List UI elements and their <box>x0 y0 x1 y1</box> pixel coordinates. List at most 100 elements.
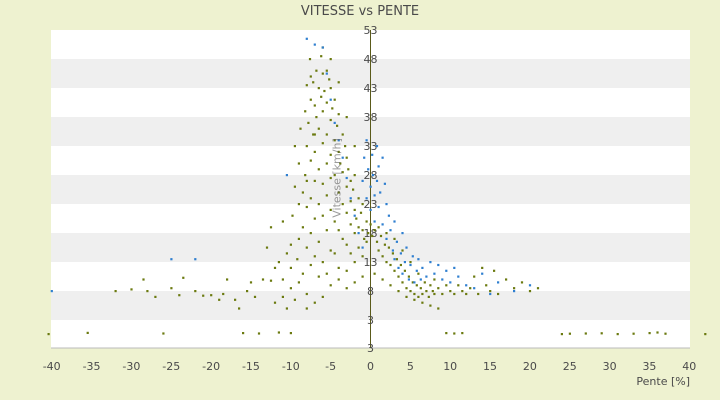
data-point-green <box>289 266 292 269</box>
data-point-green <box>304 110 307 113</box>
data-point-green <box>313 301 316 304</box>
data-point-green <box>349 179 352 182</box>
data-point-green <box>379 234 383 238</box>
data-point-blue <box>437 263 440 267</box>
data-point-blue <box>194 258 197 261</box>
data-point-green <box>423 281 426 284</box>
data-point-blue <box>371 174 375 177</box>
data-point-green <box>281 295 284 298</box>
data-point-blue <box>419 278 422 281</box>
data-point-blue <box>361 179 364 182</box>
data-point-blue <box>453 266 456 269</box>
data-point-green <box>307 121 310 124</box>
data-point-green <box>429 284 432 287</box>
data-point-blue <box>325 72 328 75</box>
data-point-green <box>337 278 340 281</box>
data-point-green <box>353 145 356 148</box>
data-point-green <box>331 107 334 110</box>
data-point-green <box>281 278 284 281</box>
data-point-green <box>341 203 344 206</box>
data-point-green <box>409 290 412 293</box>
data-point-green <box>453 332 456 335</box>
data-point-green <box>242 332 245 335</box>
data-point-green <box>317 203 320 206</box>
data-point-green <box>297 203 300 206</box>
data-point-green <box>265 246 269 249</box>
data-point-green <box>305 292 308 296</box>
data-point-green <box>413 292 416 296</box>
y-tick-label: 28 <box>364 169 378 182</box>
data-point-blue <box>285 174 288 177</box>
data-point-blue <box>433 272 436 275</box>
data-point-green <box>391 252 394 255</box>
data-point-green <box>453 292 456 296</box>
data-point-green <box>355 217 358 220</box>
data-point-green <box>473 275 476 278</box>
data-point-green <box>323 89 326 93</box>
data-point-green <box>328 78 331 81</box>
data-point-green <box>285 307 288 310</box>
data-point-green <box>142 278 145 281</box>
y-tick-labels: 53 48 43 38 33 28 23 18 13 8 3 <box>364 24 378 327</box>
data-point-green <box>234 298 237 301</box>
data-point-green <box>293 145 296 148</box>
data-point-green <box>353 232 356 235</box>
data-point-blue <box>383 182 386 185</box>
data-point-blue <box>305 37 308 40</box>
data-point-blue <box>365 197 368 200</box>
data-point-blue <box>337 139 340 142</box>
data-point-green <box>317 127 320 130</box>
data-point-blue <box>387 214 390 217</box>
data-point-green <box>309 159 312 162</box>
data-point-blue <box>413 281 416 284</box>
data-point-blue <box>349 197 352 200</box>
data-point-green <box>329 58 332 61</box>
data-point-green <box>222 292 225 296</box>
data-point-blue <box>381 156 384 159</box>
data-point-green <box>309 263 312 267</box>
data-point-green <box>308 58 312 61</box>
data-point-green <box>600 332 603 335</box>
x-tick-label: 30 <box>603 360 617 373</box>
data-point-green <box>367 232 370 235</box>
data-point-green <box>325 69 328 72</box>
data-point-green <box>154 295 157 298</box>
x-tick-label: 5 <box>407 360 414 373</box>
data-point-green <box>182 276 185 279</box>
data-point-blue <box>333 121 336 124</box>
data-point-green <box>304 174 307 177</box>
data-point-blue <box>403 261 406 264</box>
data-point-green <box>353 281 356 284</box>
data-point-green <box>309 75 312 78</box>
data-point-blue <box>457 275 460 278</box>
data-point-green <box>405 287 408 290</box>
data-point-green <box>345 185 348 188</box>
data-point-green <box>528 290 532 293</box>
data-point-green <box>47 333 50 336</box>
data-point-blue <box>363 156 366 159</box>
data-point-green <box>321 72 324 75</box>
y-tick-label: 3 <box>367 314 374 327</box>
data-point-green <box>301 226 304 229</box>
data-point-green <box>337 150 340 153</box>
data-point-blue <box>379 191 382 194</box>
data-point-green <box>296 258 299 261</box>
data-point-green <box>481 266 484 269</box>
data-point-blue <box>389 229 392 232</box>
data-point-blue <box>473 287 476 290</box>
data-point-green <box>409 261 412 264</box>
data-point-green <box>704 333 707 336</box>
data-point-green <box>648 332 651 335</box>
x-tick-label: 10 <box>443 360 457 373</box>
data-point-green <box>293 185 296 188</box>
data-point-blue <box>445 269 448 272</box>
data-point-green <box>397 275 400 278</box>
data-point-blue <box>421 266 424 269</box>
data-point-green <box>337 266 340 269</box>
x-tick-label: -30 <box>122 360 140 373</box>
data-point-green <box>345 156 348 159</box>
data-point-green <box>321 182 324 185</box>
data-point-green <box>312 81 315 84</box>
data-point-blue <box>425 275 428 278</box>
